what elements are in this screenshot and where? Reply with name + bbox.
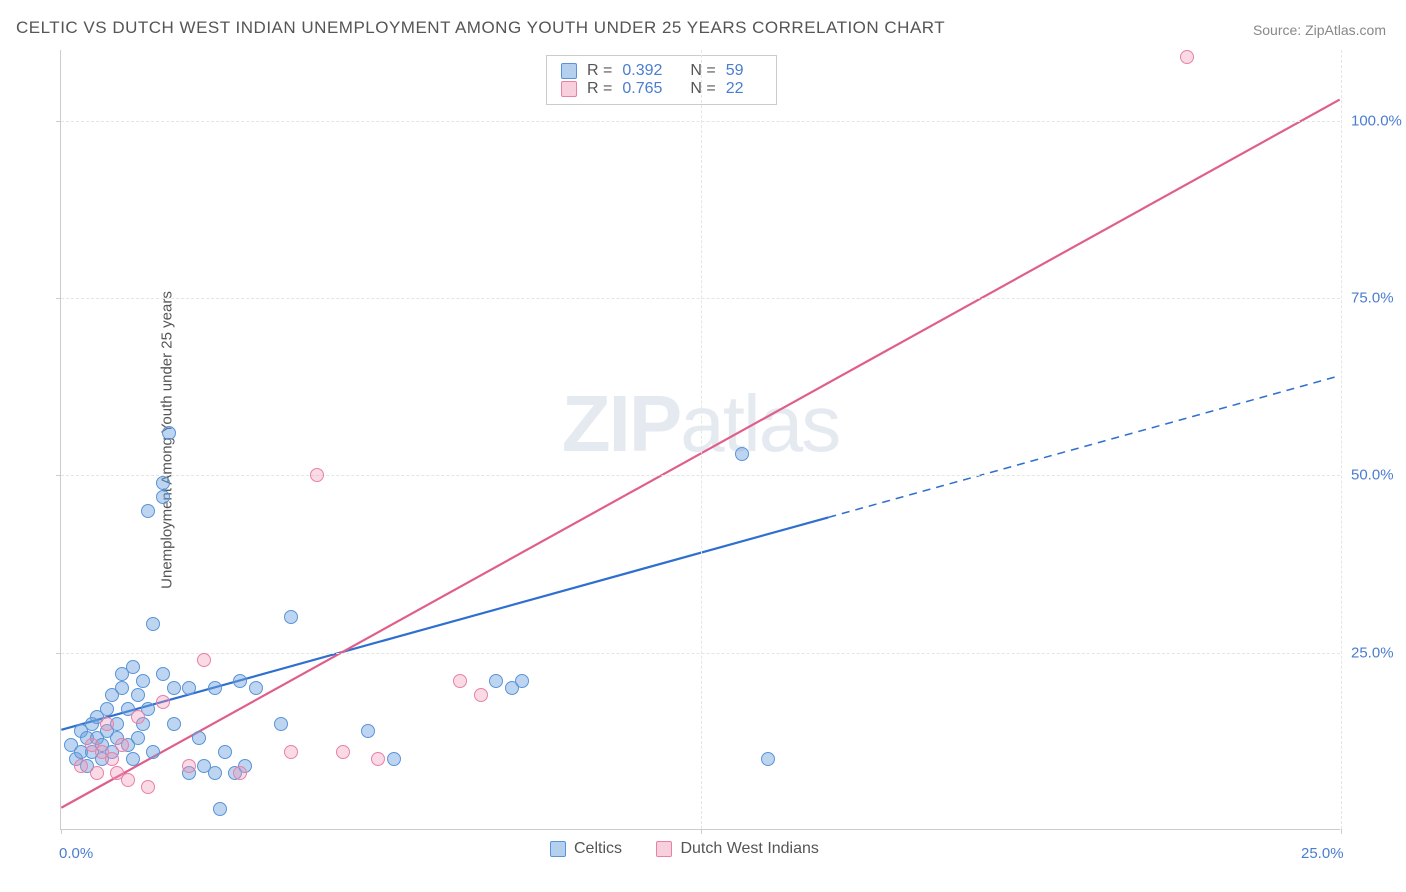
data-point	[735, 447, 749, 461]
chart-title: CELTIC VS DUTCH WEST INDIAN UNEMPLOYMENT…	[16, 18, 945, 38]
r-label: R =	[587, 80, 612, 98]
data-point	[156, 667, 170, 681]
data-point	[208, 766, 222, 780]
data-point	[284, 610, 298, 624]
data-point	[156, 695, 170, 709]
legend-correlation: R = 0.392 N = 59 R = 0.765 N = 22	[546, 55, 777, 105]
data-point	[489, 674, 503, 688]
data-point	[453, 674, 467, 688]
data-point	[100, 717, 114, 731]
data-point	[105, 752, 119, 766]
data-point	[182, 681, 196, 695]
data-point	[284, 745, 298, 759]
data-point	[361, 724, 375, 738]
gridline-vertical	[701, 50, 702, 829]
data-point	[126, 660, 140, 674]
data-point	[146, 617, 160, 631]
n-value: 22	[726, 80, 744, 98]
y-tick-label: 50.0%	[1351, 467, 1394, 484]
data-point	[115, 681, 129, 695]
legend-item-dutch: Dutch West Indians	[656, 840, 818, 858]
legend-row-celtics: R = 0.392 N = 59	[561, 62, 762, 80]
r-label: R =	[587, 62, 612, 80]
data-point	[141, 780, 155, 794]
data-point	[249, 681, 263, 695]
y-tick-label: 100.0%	[1351, 112, 1402, 129]
data-point	[74, 759, 88, 773]
data-point	[192, 731, 206, 745]
data-point	[136, 674, 150, 688]
swatch-blue-icon	[561, 63, 577, 79]
data-point	[197, 653, 211, 667]
swatch-pink-icon	[656, 841, 672, 857]
y-tick-label: 25.0%	[1351, 644, 1394, 661]
data-point	[310, 468, 324, 482]
plot-area: ZIPatlas R = 0.392 N = 59 R = 0.765 N = …	[60, 50, 1340, 830]
x-tick-label: 25.0%	[1301, 845, 1344, 862]
gridline-vertical	[1341, 50, 1342, 829]
data-point	[131, 731, 145, 745]
swatch-blue-icon	[550, 841, 566, 857]
legend-series: Celtics Dutch West Indians	[550, 840, 849, 862]
data-point	[162, 426, 176, 440]
r-value: 0.765	[622, 80, 662, 98]
data-point	[90, 766, 104, 780]
data-point	[167, 717, 181, 731]
data-point	[156, 490, 170, 504]
data-point	[146, 745, 160, 759]
trend-line	[61, 517, 828, 729]
data-point	[131, 688, 145, 702]
data-point	[100, 702, 114, 716]
data-point	[156, 476, 170, 490]
r-value: 0.392	[622, 62, 662, 80]
data-point	[218, 745, 232, 759]
data-point	[336, 745, 350, 759]
data-point	[474, 688, 488, 702]
n-value: 59	[726, 62, 744, 80]
data-point	[233, 766, 247, 780]
data-point	[121, 773, 135, 787]
data-point	[233, 674, 247, 688]
data-point	[167, 681, 181, 695]
source-attribution: Source: ZipAtlas.com	[1253, 22, 1386, 38]
data-point	[274, 717, 288, 731]
data-point	[387, 752, 401, 766]
x-tick-label: 0.0%	[59, 845, 93, 862]
data-point	[182, 759, 196, 773]
trend-line-extrapolated	[828, 376, 1339, 518]
data-point	[141, 504, 155, 518]
y-tick-label: 75.0%	[1351, 290, 1394, 307]
data-point	[126, 752, 140, 766]
legend-label: Dutch West Indians	[680, 840, 818, 858]
data-point	[131, 710, 145, 724]
n-label: N =	[690, 62, 715, 80]
legend-label: Celtics	[574, 840, 622, 858]
legend-row-dutch: R = 0.765 N = 22	[561, 80, 762, 98]
data-point	[761, 752, 775, 766]
n-label: N =	[690, 80, 715, 98]
data-point	[515, 674, 529, 688]
swatch-pink-icon	[561, 81, 577, 97]
data-point	[115, 738, 129, 752]
data-point	[213, 802, 227, 816]
data-point	[208, 681, 222, 695]
data-point	[371, 752, 385, 766]
legend-item-celtics: Celtics	[550, 840, 622, 858]
data-point	[1180, 50, 1194, 64]
